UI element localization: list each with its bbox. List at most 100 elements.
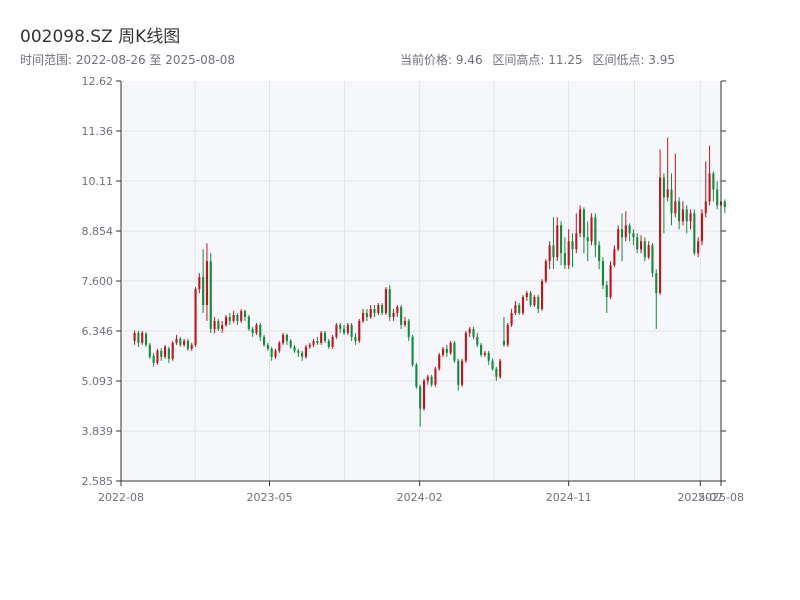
- candle-body: [384, 289, 387, 313]
- x-tick-label: 2025-08: [698, 491, 744, 504]
- candle-body: [502, 340, 506, 345]
- candle-body: [251, 328, 254, 333]
- candle-body: [205, 261, 209, 306]
- candle-body: [426, 376, 429, 381]
- candle-body: [316, 340, 319, 343]
- candle-body: [377, 305, 380, 313]
- range-low-text: 区间低点: 3.95: [592, 53, 676, 67]
- candle-body: [472, 328, 475, 337]
- candle-body: [346, 324, 349, 333]
- candle-body: [586, 237, 589, 242]
- candle-body: [506, 324, 509, 345]
- candle-body: [194, 289, 197, 345]
- candle-body: [141, 332, 144, 343]
- candle-body: [461, 360, 464, 385]
- y-tick-label: 2.585: [82, 475, 114, 488]
- candle-body: [285, 334, 288, 341]
- candle-body: [362, 312, 365, 321]
- candle-body: [659, 177, 662, 294]
- chart-title: 002098.SZ 周K线图: [20, 27, 181, 47]
- candle-body: [198, 277, 201, 290]
- candle-body: [156, 350, 159, 363]
- x-tick-label: 2025-07: [677, 491, 723, 504]
- candle-body: [312, 340, 315, 345]
- candle-body: [647, 245, 650, 258]
- candle-body: [609, 265, 612, 298]
- x-tick-label: 2022-08: [98, 491, 144, 504]
- candle-body: [453, 342, 456, 361]
- candle-body: [419, 386, 422, 409]
- candle-body: [613, 249, 616, 266]
- candle-body: [514, 305, 517, 313]
- candle-body: [521, 297, 525, 313]
- candle-body: [217, 320, 220, 329]
- candle-body: [655, 273, 658, 294]
- candle-body: [533, 297, 536, 306]
- candle-body: [232, 314, 235, 321]
- candle-body: [133, 332, 136, 341]
- candle-body: [373, 309, 376, 313]
- candle-body: [510, 312, 513, 325]
- candle-body: [335, 324, 338, 337]
- candle-body: [301, 352, 304, 357]
- candle-body: [662, 177, 665, 198]
- candle-body: [255, 324, 258, 333]
- candle-body: [148, 344, 151, 357]
- candle-body: [704, 201, 707, 214]
- candle-body: [636, 237, 639, 250]
- candle-body: [487, 352, 490, 361]
- candle-body: [323, 332, 327, 341]
- candle-body: [422, 380, 426, 409]
- candle-body: [693, 213, 696, 254]
- candle-body: [221, 324, 224, 329]
- candle-body: [537, 297, 540, 310]
- candle-body: [651, 245, 654, 274]
- candle-body: [259, 324, 262, 337]
- candle-body: [430, 376, 433, 385]
- candle-body: [441, 348, 445, 355]
- candle-body: [449, 342, 452, 353]
- candle-body: [137, 332, 140, 343]
- candle-body: [434, 368, 437, 385]
- candle-body: [445, 348, 448, 353]
- candle-body: [171, 342, 174, 359]
- price-stats: 当前价格: 9.46 区间高点: 11.25 区间低点: 3.95: [400, 51, 681, 68]
- candle-body: [590, 217, 593, 242]
- candle-body: [228, 316, 231, 321]
- candle-body: [278, 342, 281, 351]
- candle-body: [183, 340, 186, 345]
- y-tick-label: 8.854: [82, 225, 114, 238]
- candle-body: [175, 338, 178, 343]
- candle-body: [354, 336, 357, 341]
- candle-body: [617, 229, 620, 250]
- candle-body: [224, 316, 228, 325]
- candle-body: [247, 316, 250, 329]
- candle-body: [190, 344, 193, 349]
- candle-body: [620, 229, 624, 238]
- candle-body: [270, 348, 273, 357]
- candle-body: [483, 352, 486, 355]
- candles-group: [133, 137, 726, 427]
- candle-body: [666, 189, 669, 198]
- candle-body: [339, 324, 342, 329]
- candle-body: [179, 338, 182, 345]
- y-tick-label: 3.839: [82, 425, 114, 438]
- candle-body: [396, 307, 399, 313]
- candle-body: [571, 241, 574, 250]
- candle-body: [308, 344, 311, 347]
- candle-body: [552, 245, 555, 258]
- candle-body: [563, 253, 566, 266]
- candle-body: [202, 277, 205, 306]
- candle-body: [304, 346, 308, 357]
- candle-body: [407, 320, 410, 337]
- candle-body: [350, 324, 353, 337]
- axes-group: 12.62 11.36 10.11 8.854 7.600 6.346 5.093 3.839…: [82, 75, 744, 504]
- candle-body: [689, 213, 692, 222]
- candle-body: [164, 346, 167, 357]
- candle-body: [415, 364, 418, 387]
- candle-body: [369, 309, 372, 317]
- candle-body: [628, 225, 631, 234]
- candle-body: [685, 209, 688, 222]
- candle-body: [529, 293, 532, 306]
